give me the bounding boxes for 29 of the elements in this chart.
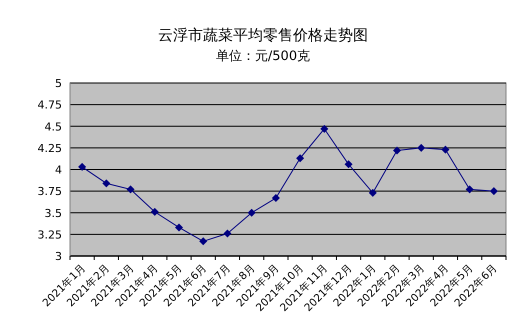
point xyxy=(272,194,280,202)
chart-title: 云浮市蔬菜平均零售价格走势图 xyxy=(158,26,368,44)
point xyxy=(417,144,426,152)
point xyxy=(78,162,86,171)
point xyxy=(248,208,256,217)
point xyxy=(344,160,353,168)
point xyxy=(150,208,159,216)
y-tick-label: 3 xyxy=(55,250,62,263)
point xyxy=(102,179,110,188)
point xyxy=(296,154,304,162)
point xyxy=(368,188,377,197)
y-tick-label: 4 xyxy=(55,164,62,176)
point xyxy=(320,124,328,133)
y-tick-label: 4.25 xyxy=(38,142,62,155)
chart-subtitle: 单位：元/500克 xyxy=(216,49,310,64)
y-tick-label: 5 xyxy=(55,77,62,90)
y-tick-label: 3.25 xyxy=(38,228,62,242)
y-tick-label: 4.75 xyxy=(38,98,62,112)
y-tick-label: 3.5 xyxy=(44,206,62,220)
point xyxy=(223,230,232,238)
point xyxy=(199,237,208,246)
point xyxy=(441,146,450,154)
point xyxy=(175,223,183,232)
y-tick-label: 3.75 xyxy=(38,185,62,198)
point xyxy=(466,185,474,194)
point xyxy=(126,185,135,194)
point xyxy=(490,187,498,196)
point xyxy=(393,146,401,154)
y-tick-label: 4.5 xyxy=(44,120,62,134)
